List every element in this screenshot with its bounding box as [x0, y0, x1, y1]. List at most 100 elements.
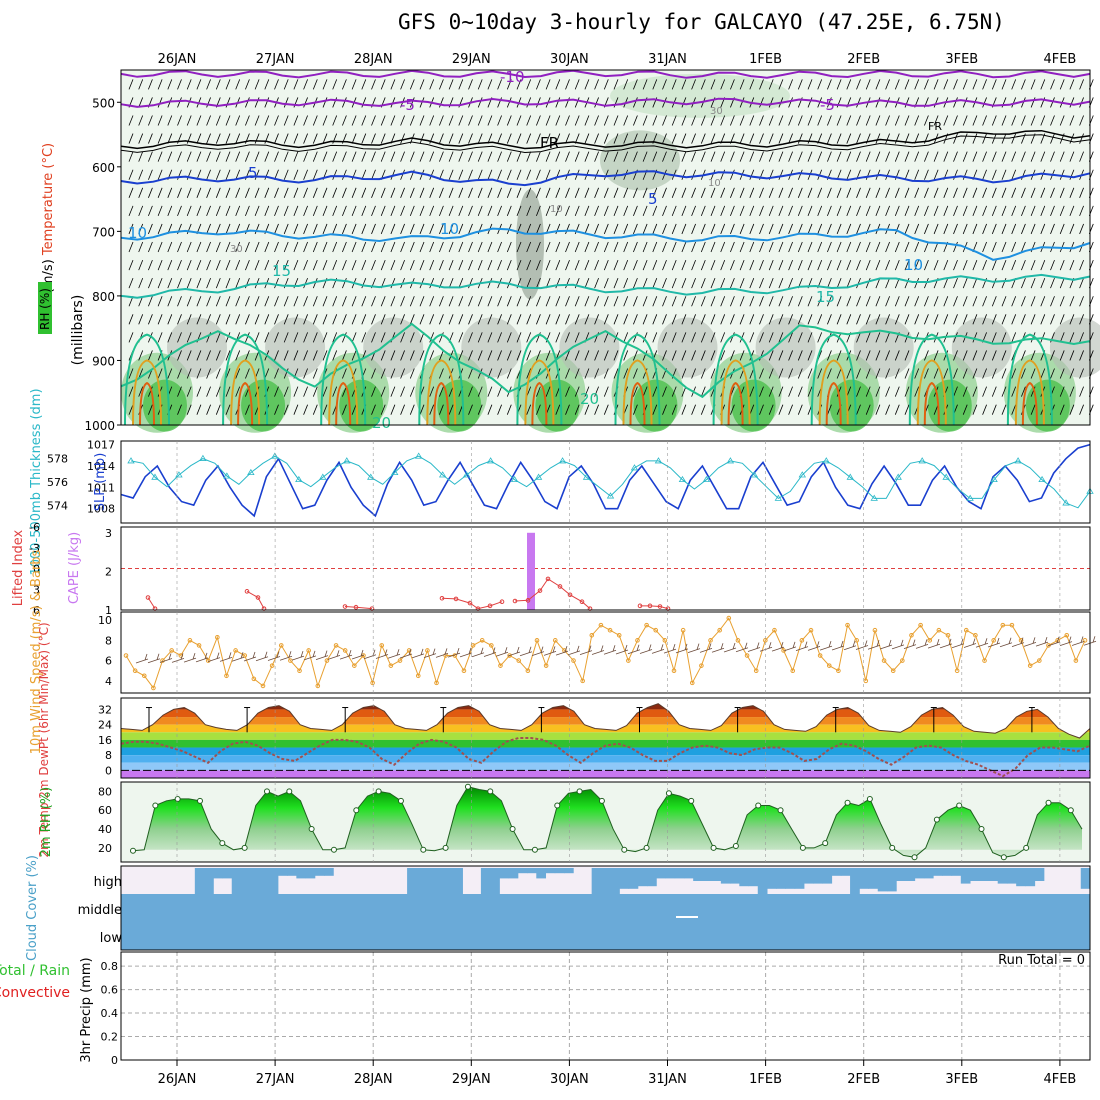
rh-point	[598, 797, 605, 804]
upper-air-frame	[120, 69, 1091, 426]
cloud-high-bar	[231, 868, 242, 894]
thickness-marker	[319, 473, 327, 480]
thickness-marker	[295, 475, 303, 483]
lifted-index-point	[244, 589, 250, 594]
thickness-marker	[966, 494, 974, 501]
lifted-index-point	[545, 576, 551, 582]
cloud-high-bar	[545, 868, 556, 874]
dewpoint-line	[120, 737, 1091, 778]
slp-tick-label: 1017	[87, 439, 115, 452]
wind-speed-point	[635, 638, 640, 643]
thickness-line	[130, 455, 1091, 509]
wind-speed-point	[653, 627, 659, 633]
cloud-high-bar	[711, 868, 722, 881]
cloud-high-bar	[702, 868, 713, 881]
cloud-high-bar	[1034, 868, 1045, 881]
lifted-index-point	[637, 603, 643, 609]
lifted-index-point	[557, 584, 563, 589]
rh-point	[152, 802, 159, 809]
wind-tick-label: 6	[105, 655, 112, 668]
lifted-index-point	[342, 604, 348, 609]
wind-speed-point	[571, 658, 576, 663]
temp-band	[121, 732, 1090, 740]
isotherm-30-arch	[622, 359, 653, 426]
cloud-tick-low: low	[100, 931, 123, 946]
wind-speed-point	[671, 668, 677, 674]
isotherm-35-arch	[237, 381, 254, 426]
cloud-high-bar	[776, 868, 786, 889]
wind-speed-point	[297, 668, 302, 674]
rh-point	[866, 795, 873, 802]
wind-speed-point	[534, 638, 540, 643]
precip-tick-label: 0.8	[101, 960, 119, 973]
cloud-high-bar	[508, 868, 519, 879]
isotherm-label-10: 10	[440, 220, 459, 238]
wind-speed-point	[251, 676, 257, 682]
isotherm-25-arch	[124, 333, 170, 426]
wind-speed-point	[918, 622, 923, 628]
lifted-index-point	[439, 595, 445, 601]
rh-shade-gray	[951, 317, 1012, 378]
lifted-index-line	[640, 605, 669, 610]
isotherm-5	[120, 170, 1091, 187]
rh-point	[219, 840, 226, 847]
rh-point	[1045, 799, 1052, 806]
wind-speed-point	[881, 658, 887, 663]
cloud-high-bar	[822, 868, 833, 884]
cloud-high-bar	[194, 868, 205, 894]
rh-point	[353, 807, 360, 814]
cloud-high-bar	[554, 868, 565, 874]
wind-speed-point	[306, 648, 311, 653]
rh-point	[263, 788, 270, 795]
temp-frame	[120, 697, 1091, 779]
isotherm-label-10: 10	[904, 256, 923, 274]
cloud-high-bar	[868, 868, 879, 889]
rh-tick-label: 80	[98, 785, 112, 798]
cloud-high-bar	[619, 868, 630, 889]
wind-speed-point	[461, 668, 467, 674]
wind-speed-point	[543, 663, 549, 668]
thickness-marker	[367, 473, 375, 480]
rh-point	[442, 844, 449, 851]
rh-point	[1067, 807, 1074, 814]
wind-speed-point	[288, 658, 293, 663]
isotherm-20	[120, 322, 1091, 399]
rh-point	[576, 788, 583, 795]
rh-point	[1023, 844, 1030, 851]
isotherm-FR	[120, 129, 1091, 150]
lifted-index-line	[344, 606, 373, 610]
cloud-high-bar	[222, 868, 233, 879]
precip-ylabel: 3hr Precip (mm)	[79, 957, 94, 1062]
temp-ylabel: 2m Temp 2m DewPt (6hr Min/Max) (°C)	[37, 622, 51, 857]
isotherm-25-arch	[810, 333, 857, 426]
wind-speed-point	[516, 658, 522, 663]
rh-shade-gray	[755, 317, 816, 378]
lifted-index-line	[514, 578, 591, 609]
date-label-bottom: 29JAN	[452, 1072, 491, 1087]
precip-tick-label: 0.6	[101, 984, 119, 997]
cloud-high-bar	[1016, 868, 1026, 887]
wind-speed-point	[973, 632, 978, 638]
wind-speed-point	[1073, 658, 1079, 663]
date-label-top: 29JAN	[452, 52, 491, 67]
thickness-marker	[127, 457, 135, 464]
isotherm-30-arch	[328, 359, 359, 426]
li-tick-label: 0	[33, 563, 40, 576]
cape-frame	[120, 526, 1091, 611]
isotherm-30-arch	[1014, 359, 1045, 426]
date-label-bottom: 28JAN	[354, 1072, 393, 1087]
precip-tick-label: 0.2	[101, 1031, 119, 1044]
wind-speed-point	[434, 680, 439, 686]
wind-speed-point	[680, 627, 686, 633]
thickness-marker	[942, 473, 950, 480]
wind-speed-point	[836, 668, 841, 674]
rh-label: 30	[230, 244, 243, 255]
rh-point	[822, 840, 829, 847]
rh-label: 10	[550, 204, 563, 215]
rh-shade-gray	[657, 317, 718, 378]
cloud-high-bar	[813, 868, 823, 884]
wind-speed-point	[215, 635, 220, 640]
thickness-marker	[1014, 457, 1022, 464]
upper-air-panel: 5 10 15 20 -10 -5 FR -5 FR 5 10 10 15 20 30 10 30 10 500 60…	[38, 68, 1100, 433]
